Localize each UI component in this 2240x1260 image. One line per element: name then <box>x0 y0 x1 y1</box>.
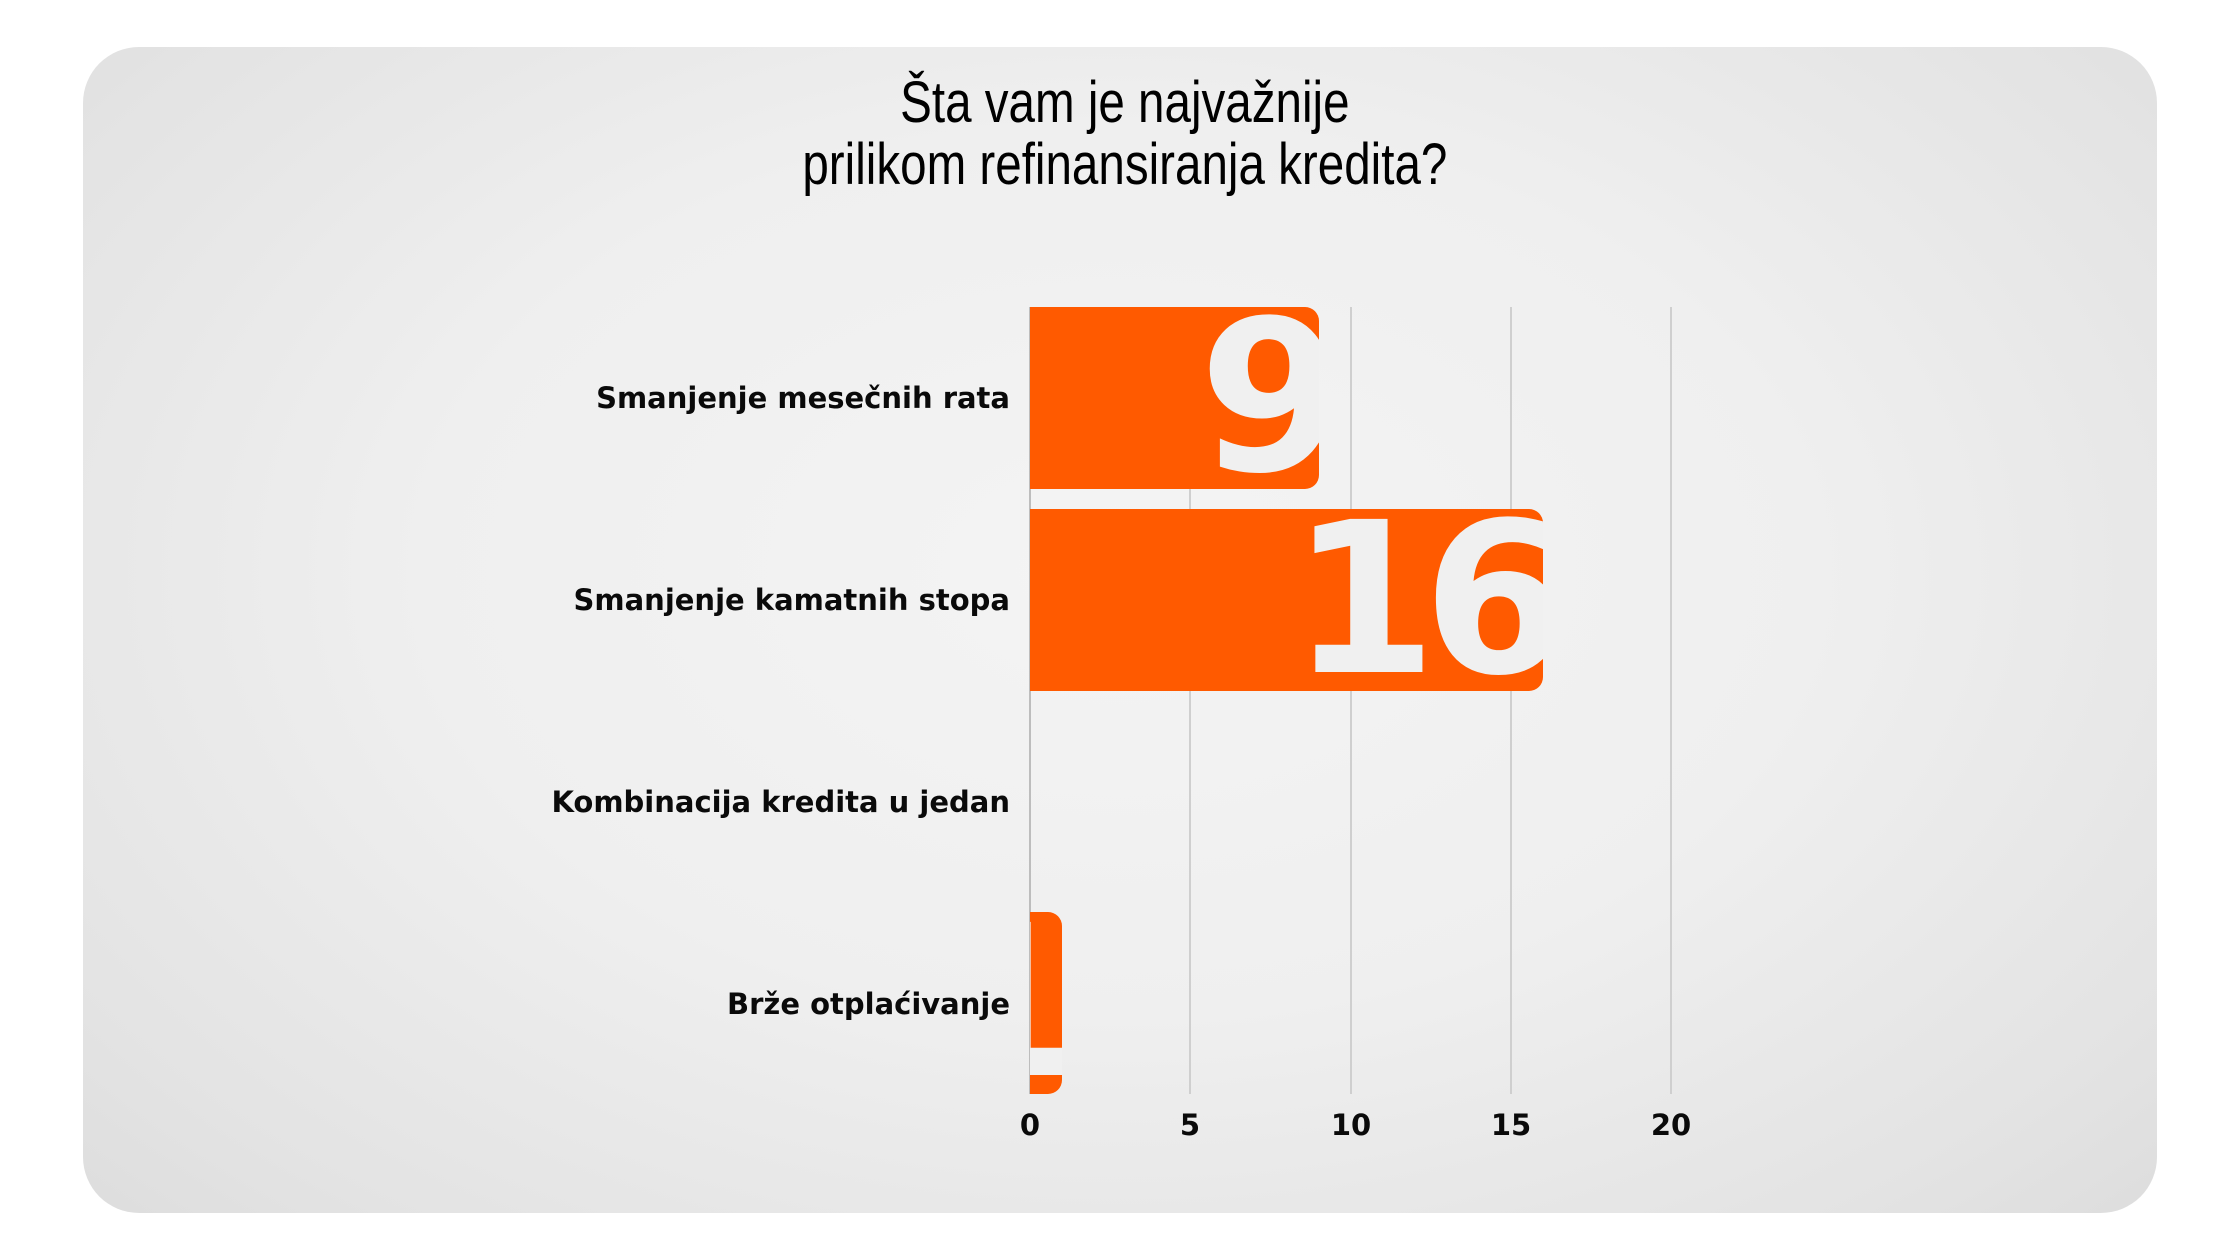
x-tick-label: 15 <box>1490 1108 1532 1142</box>
gridline-15 <box>1510 307 1512 1094</box>
chart-title: Šta vam je najvažnije prilikom refinansi… <box>206 72 2043 196</box>
bar-value-label: 16 <box>1290 509 1543 691</box>
gridline-5 <box>1189 307 1191 1094</box>
chart-title-line-2: prilikom refinansiranja kredita? <box>802 132 1448 197</box>
x-tick-label: 0 <box>1019 1108 1041 1142</box>
bar-brze-otplacivanje: 1 <box>1030 912 1062 1094</box>
bar-value-label: 1 <box>1030 912 1062 1094</box>
x-tick-label: 5 <box>1179 1108 1201 1142</box>
category-label: Brže otplaćivanje <box>727 987 1010 1021</box>
gridline-0 <box>1029 307 1031 1094</box>
category-label: Kombinacija kredita u jedan <box>551 785 1010 819</box>
category-label: Smanjenje mesečnih rata <box>596 381 1010 415</box>
chart-title-line-1: Šta vam je najvažnije <box>900 70 1350 135</box>
bar-smanjenje-kamatnih-stopa: 16 <box>1030 509 1543 691</box>
category-label: Smanjenje kamatnih stopa <box>573 583 1011 617</box>
gridline-10 <box>1350 307 1352 1094</box>
x-tick-label: 20 <box>1650 1108 1692 1142</box>
bar-smanjenje-mesecnih-rata: 9 <box>1030 307 1319 489</box>
gridline-20 <box>1670 307 1672 1094</box>
bar-value-label: 9 <box>1198 307 1319 489</box>
x-tick-label: 10 <box>1330 1108 1372 1142</box>
